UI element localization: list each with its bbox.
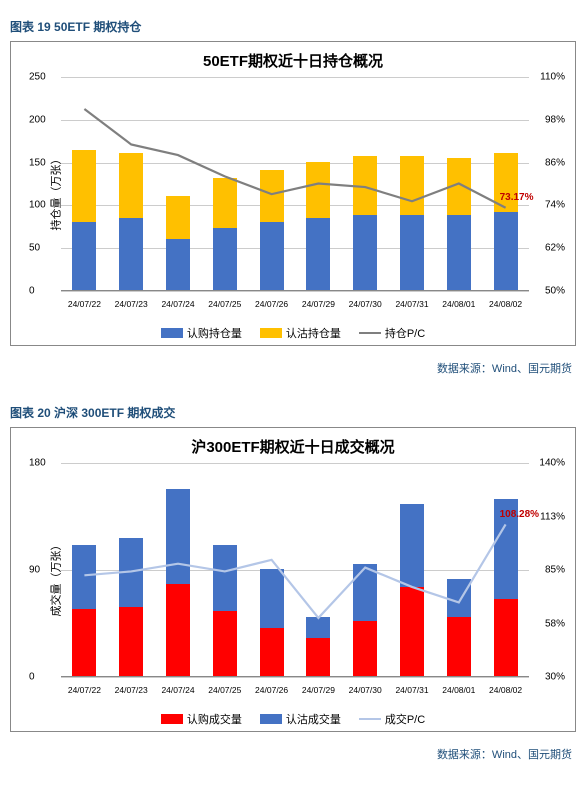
legend-item: 认购持仓量 — [161, 325, 242, 341]
y-right-tick: 86% — [545, 157, 565, 168]
chart-1: 50ETF期权近十日持仓概况 持仓量（万张） 73.17% 0501001502… — [10, 41, 576, 346]
x-tick-label: 24/07/29 — [302, 685, 335, 695]
chart-2-title: 沪300ETF期权近十日成交概况 — [17, 436, 569, 457]
x-tick-label: 24/07/29 — [302, 299, 335, 309]
legend-item: 认购成交量 — [161, 711, 242, 727]
y-right-tick: 85% — [545, 565, 565, 576]
x-tick-label: 24/07/30 — [349, 299, 382, 309]
x-tick-label: 24/07/25 — [208, 685, 241, 695]
y-left-tick: 180 — [29, 458, 46, 469]
x-tick-label: 24/07/26 — [255, 299, 288, 309]
x-tick-label: 24/07/23 — [115, 299, 148, 309]
chart-2-source: 数据来源：Wind、国元期货 — [10, 746, 572, 762]
y-left-tick: 0 — [29, 672, 35, 683]
y-left-tick: 0 — [29, 286, 35, 297]
legend-label: 认购成交量 — [187, 711, 242, 727]
legend-label: 持仓P/C — [385, 325, 425, 341]
x-tick-label: 24/07/31 — [395, 299, 428, 309]
y-right-tick: 58% — [545, 618, 565, 629]
y-left-tick: 100 — [29, 200, 46, 211]
y-right-tick: 30% — [545, 672, 565, 683]
legend-line-swatch — [359, 332, 381, 334]
x-tick-label: 24/07/25 — [208, 299, 241, 309]
legend-line-swatch — [359, 718, 381, 720]
legend-label: 认沽成交量 — [286, 711, 341, 727]
x-tick-label: 24/07/22 — [68, 685, 101, 695]
y-right-tick: 74% — [545, 200, 565, 211]
legend-label: 认沽持仓量 — [286, 325, 341, 341]
legend-item: 认沽持仓量 — [260, 325, 341, 341]
legend-label: 成交P/C — [385, 711, 425, 727]
chart-1-plot: 持仓量（万张） 73.17% 05010015020025050%62%74%8… — [61, 77, 529, 307]
chart-2-plot: 成交量（万张） 108.28% 09018030%58%85%113%140%2… — [61, 463, 529, 693]
legend-swatch — [260, 328, 282, 338]
chart-1-title: 50ETF期权近十日持仓概况 — [17, 50, 569, 71]
y-left-tick: 90 — [29, 565, 40, 576]
y-right-tick: 62% — [545, 243, 565, 254]
legend-swatch — [161, 328, 183, 338]
chart-1-source: 数据来源：Wind、国元期货 — [10, 360, 572, 376]
x-tick-label: 24/07/22 — [68, 299, 101, 309]
x-tick-label: 24/08/02 — [489, 685, 522, 695]
chart-label-2: 图表 20 沪深 300ETF 期权成交 — [10, 404, 576, 421]
x-tick-label: 24/08/02 — [489, 299, 522, 309]
y-right-tick: 113% — [540, 511, 565, 522]
y-left-tick: 50 — [29, 243, 40, 254]
chart-2: 沪300ETF期权近十日成交概况 成交量（万张） 108.28% 0901803… — [10, 427, 576, 732]
y-left-tick: 250 — [29, 72, 46, 83]
x-tick-label: 24/07/31 — [395, 685, 428, 695]
y-right-tick: 98% — [545, 114, 565, 125]
x-tick-label: 24/07/26 — [255, 685, 288, 695]
x-tick-label: 24/07/24 — [161, 299, 194, 309]
legend-swatch — [260, 714, 282, 724]
chart-label-1: 图表 19 50ETF 期权持仓 — [10, 18, 576, 35]
y-right-tick: 50% — [545, 286, 565, 297]
y-left-tick: 200 — [29, 114, 46, 125]
legend-swatch — [161, 714, 183, 724]
chart-2-legend: 认购成交量 认沽成交量 成交P/C — [17, 711, 569, 727]
line-end-label: 108.28% — [500, 509, 539, 520]
y-left-tick: 150 — [29, 157, 46, 168]
chart-1-legend: 认购持仓量 认沽持仓量 持仓P/C — [17, 325, 569, 341]
y-right-tick: 110% — [540, 72, 565, 83]
x-tick-label: 24/07/30 — [349, 685, 382, 695]
x-tick-label: 24/07/24 — [161, 685, 194, 695]
legend-label: 认购持仓量 — [187, 325, 242, 341]
x-tick-label: 24/07/23 — [115, 685, 148, 695]
legend-item: 认沽成交量 — [260, 711, 341, 727]
line-end-label: 73.17% — [500, 192, 534, 203]
x-tick-label: 24/08/01 — [442, 685, 475, 695]
x-tick-label: 24/08/01 — [442, 299, 475, 309]
legend-item: 持仓P/C — [359, 325, 425, 341]
legend-item: 成交P/C — [359, 711, 425, 727]
y-right-tick: 140% — [539, 458, 565, 469]
